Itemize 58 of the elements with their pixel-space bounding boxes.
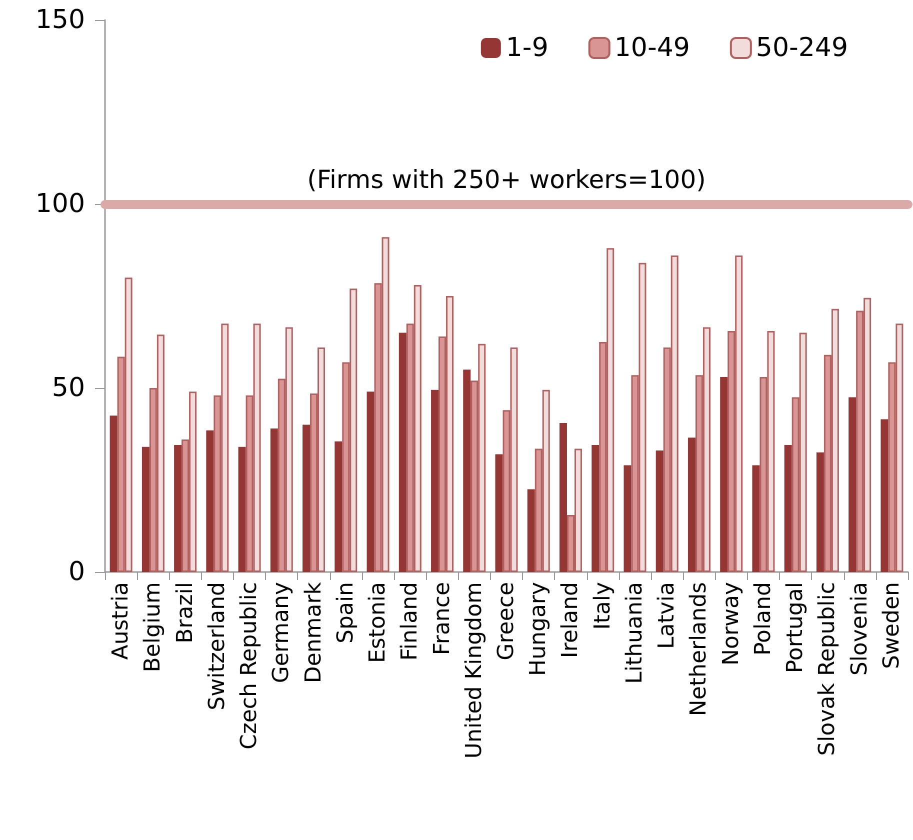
- bar: [688, 438, 696, 572]
- x-tick-label: Portugal: [783, 582, 808, 674]
- x-tick-label: Greece: [494, 582, 519, 660]
- bar: [334, 441, 342, 572]
- bar: [398, 332, 406, 572]
- x-tick-label: Slovenia: [847, 582, 872, 676]
- bar: [848, 397, 856, 572]
- x-tick-label: Estonia: [366, 582, 391, 663]
- y-tick-label: 150: [35, 5, 85, 35]
- bar: [527, 489, 535, 572]
- bar: [270, 428, 278, 572]
- x-tick-label: Finland: [398, 582, 423, 661]
- bar: [720, 376, 728, 572]
- x-tick-label: Ireland: [558, 582, 584, 658]
- bar: [238, 446, 246, 572]
- ref-line-label: (Firms with 250+ workers=100): [307, 165, 706, 194]
- x-tick-label: Italy: [590, 582, 616, 630]
- x-tick-label: Sweden: [879, 582, 904, 669]
- x-tick-label: Belgium: [140, 582, 166, 672]
- bar: [142, 446, 150, 572]
- bar: [463, 370, 471, 572]
- bar: [880, 419, 888, 572]
- x-tick-label: Norway: [718, 582, 744, 666]
- x-tick-label: Netherlands: [686, 582, 712, 716]
- x-tick-label: France: [430, 582, 455, 656]
- x-tick-label: Switzerland: [204, 582, 230, 710]
- y-tick-label: 100: [35, 189, 85, 219]
- legend-label: 10-49: [614, 33, 690, 63]
- x-tick-label: Hungary: [526, 582, 552, 676]
- x-tick-label: Latvia: [654, 582, 680, 649]
- x-tick-label: Lithuania: [622, 582, 648, 684]
- y-tick-label: 0: [68, 557, 85, 587]
- bar: [495, 454, 503, 572]
- bar: [624, 465, 632, 572]
- y-tick-label: 50: [52, 373, 85, 403]
- bar: [302, 424, 310, 572]
- x-tick-label: Denmark: [301, 582, 326, 684]
- bar: [431, 390, 439, 572]
- bar: [206, 430, 214, 572]
- bar: [366, 392, 374, 572]
- bar: [174, 445, 182, 572]
- x-tick-label: Austria: [108, 582, 134, 660]
- x-tick-label: Brazil: [172, 582, 198, 644]
- x-tick-label: Slovak Republic: [815, 582, 840, 756]
- x-tick-label: Spain: [333, 582, 358, 644]
- legend-label: 50-249: [756, 33, 848, 63]
- bar: [784, 445, 792, 572]
- x-tick-label: United Kingdom: [462, 582, 487, 759]
- bar: [656, 450, 664, 572]
- bar: [110, 416, 118, 572]
- x-tick-label: Germany: [269, 582, 294, 684]
- legend-label: 1-9: [506, 33, 548, 63]
- x-tick-label: Poland: [750, 582, 776, 656]
- bar: [816, 452, 824, 572]
- x-tick-label: Czech Republic: [237, 582, 262, 750]
- bar: [592, 445, 600, 572]
- bar: [560, 422, 567, 572]
- bar: [752, 465, 760, 572]
